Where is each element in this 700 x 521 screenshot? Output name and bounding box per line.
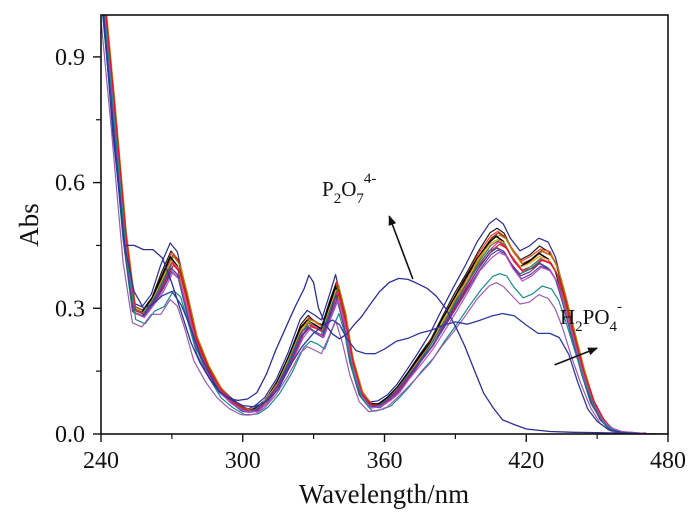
y-tick-label: 0.0 — [55, 422, 85, 448]
p2o7-label: P2O74- — [322, 171, 376, 207]
x-tick-label: 420 — [508, 448, 544, 474]
series-line-s12 — [102, 15, 644, 434]
series-line-s01 — [103, 15, 643, 434]
series-line-s05 — [106, 15, 647, 434]
series-line-s13 — [103, 15, 645, 434]
y-tick-label: 0.3 — [55, 296, 85, 322]
series-line-s11 — [102, 15, 643, 434]
x-tick-label: 240 — [83, 448, 119, 474]
y-axis-title: Abs — [14, 203, 44, 247]
series-line-s08 — [104, 15, 645, 434]
series-line-s03 — [104, 15, 645, 434]
annotations: P2O74- H2PO4- — [322, 171, 622, 366]
series-line-s09 — [104, 15, 646, 434]
series-line-s16 — [101, 15, 643, 434]
y-tick-label: 0.6 — [55, 171, 85, 197]
series-line-s07 — [103, 15, 644, 434]
series-layer — [101, 15, 668, 434]
series-line-h2po4 — [102, 15, 645, 434]
p2o7-arrow — [388, 215, 414, 280]
axis-ticks: 240 300 360 420 480 0.0 0.3 0.6 0.9 — [55, 45, 686, 474]
series-line-s06 — [102, 15, 643, 434]
series-line-s14 — [104, 15, 646, 434]
x-axis-title: Wavelength/nm — [299, 479, 469, 509]
h2po4-arrow — [554, 347, 599, 366]
series-line-s10 — [105, 15, 647, 434]
series-line-s02 — [104, 15, 644, 434]
y-tick-label: 0.9 — [55, 45, 85, 71]
series-line-p2o7 — [102, 15, 668, 434]
x-tick-label: 360 — [367, 448, 403, 474]
x-tick-label: 300 — [225, 448, 261, 474]
h2po4-label: H2PO4- — [560, 299, 622, 335]
series-line-s15 — [103, 15, 646, 434]
x-tick-label: 480 — [650, 448, 686, 474]
series-line-s04 — [105, 15, 646, 434]
